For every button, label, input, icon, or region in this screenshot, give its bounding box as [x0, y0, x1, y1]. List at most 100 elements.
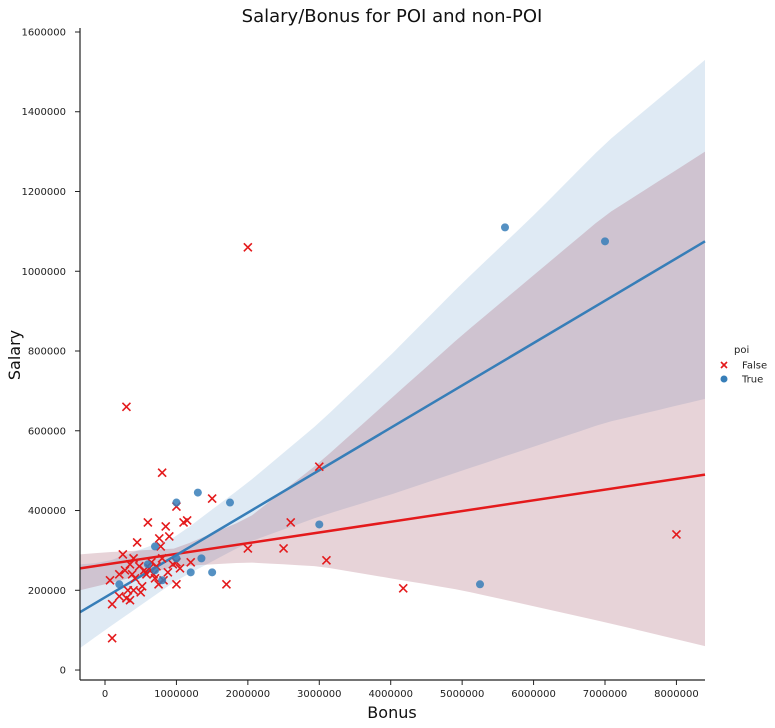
ci-band-true — [80, 59, 705, 649]
y-tick-label: 1000000 — [21, 267, 66, 278]
point-true — [172, 554, 181, 563]
point-stroke — [157, 468, 167, 478]
point-stroke — [221, 579, 231, 589]
point-false — [125, 595, 135, 605]
point-false — [279, 543, 289, 553]
point-false — [175, 563, 185, 573]
point-stroke — [114, 591, 124, 601]
point-false — [143, 517, 153, 528]
point-true — [158, 576, 167, 585]
point-false — [154, 533, 164, 543]
point-false — [105, 575, 115, 585]
point-stroke — [105, 575, 115, 585]
point-false — [107, 633, 117, 643]
point-stroke — [207, 493, 217, 504]
point-false — [157, 553, 167, 563]
y-axis-title: Salary — [5, 330, 24, 380]
point-false — [186, 557, 196, 567]
point-false — [137, 581, 147, 591]
point-true — [315, 520, 324, 529]
point-false — [161, 521, 171, 532]
point-true — [476, 580, 484, 589]
point-false — [221, 579, 231, 589]
point-stroke — [163, 567, 173, 577]
fit-line-true — [79, 240, 706, 614]
point-false — [129, 553, 139, 563]
point-false — [107, 599, 117, 609]
legend-marker-true — [720, 375, 728, 383]
point-true — [601, 237, 609, 246]
point-stroke — [150, 573, 160, 583]
point-stroke — [129, 553, 139, 563]
point-false — [182, 515, 192, 526]
point-false — [121, 402, 131, 412]
point-false — [207, 493, 217, 504]
legend-marker-false — [720, 361, 728, 369]
point-stroke — [156, 541, 166, 551]
point-stroke — [118, 549, 128, 559]
point-stroke — [114, 569, 124, 579]
point-false — [132, 537, 142, 547]
point-false — [243, 242, 253, 252]
point-stroke — [143, 517, 153, 528]
point-stroke — [107, 599, 117, 609]
point-stroke — [182, 515, 192, 526]
y-tick-label: 600000 — [28, 426, 66, 437]
data-points — [105, 223, 681, 643]
point-true — [151, 566, 159, 575]
fit-line-false — [79, 473, 706, 570]
point-true — [193, 488, 202, 497]
point-false — [150, 573, 160, 583]
x-tick-label: 0 — [102, 689, 108, 700]
axes: 0 1000000 2000000 3000000 4000000 5000000 6000… — [21, 27, 705, 700]
point-true — [501, 223, 509, 232]
x-tick-label: 8000000 — [654, 689, 699, 700]
point-stroke — [154, 533, 164, 543]
point-stroke — [286, 517, 296, 528]
regression-lines — [79, 240, 706, 614]
point-false — [156, 541, 166, 551]
point-stroke — [134, 561, 144, 571]
x-tick-label: 1000000 — [154, 689, 199, 700]
point-stroke — [136, 587, 146, 597]
y-tick-label: 1400000 — [21, 107, 66, 118]
x-tick-label: 2000000 — [226, 689, 271, 700]
legend-label-true: True — [741, 375, 763, 386]
point-stroke — [121, 402, 131, 412]
y-tick-label: 200000 — [28, 586, 66, 597]
point-false — [129, 585, 139, 595]
point-false — [130, 573, 140, 583]
point-false — [398, 583, 408, 593]
point-false — [314, 462, 324, 472]
point-stroke — [157, 553, 167, 563]
point-stroke — [121, 593, 131, 603]
point-false — [114, 569, 124, 579]
point-stroke — [107, 633, 117, 643]
point-true — [115, 580, 124, 589]
point-false — [243, 543, 253, 553]
point-stroke — [164, 531, 174, 542]
point-stroke — [125, 595, 135, 605]
point-true — [226, 498, 234, 507]
point-false — [164, 531, 174, 542]
point-stroke — [243, 242, 253, 252]
point-stroke — [132, 537, 142, 547]
point-stroke — [321, 555, 331, 565]
point-stroke — [398, 583, 408, 593]
point-stroke — [186, 557, 196, 567]
point-false — [171, 579, 181, 589]
y-tick-label: 1600000 — [21, 27, 66, 38]
x-tick-label: 4000000 — [368, 689, 413, 700]
legend-marker-stroke — [720, 361, 728, 369]
point-stroke — [314, 462, 324, 472]
point-false — [671, 529, 681, 540]
point-false — [286, 517, 296, 528]
point-true — [172, 498, 181, 507]
point-false — [163, 567, 173, 577]
point-stroke — [137, 581, 147, 591]
point-true — [186, 568, 195, 577]
x-axis-title: Bonus — [367, 703, 416, 722]
point-true — [208, 568, 217, 577]
point-false — [321, 555, 331, 565]
